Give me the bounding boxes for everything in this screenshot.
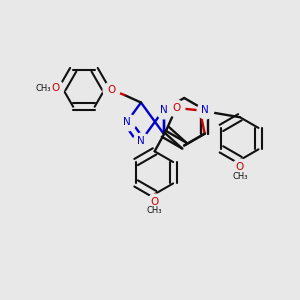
Text: O: O — [172, 103, 180, 113]
Text: O: O — [236, 163, 244, 172]
Text: O: O — [151, 196, 159, 207]
Text: CH₃: CH₃ — [147, 206, 162, 215]
Text: N: N — [201, 105, 208, 115]
Text: O: O — [107, 85, 116, 95]
Text: N: N — [137, 136, 145, 146]
Text: CH₃: CH₃ — [232, 172, 248, 181]
Text: N: N — [160, 105, 167, 115]
Text: N: N — [123, 117, 131, 127]
Text: O: O — [51, 83, 59, 93]
Text: CH₃: CH₃ — [35, 84, 51, 93]
